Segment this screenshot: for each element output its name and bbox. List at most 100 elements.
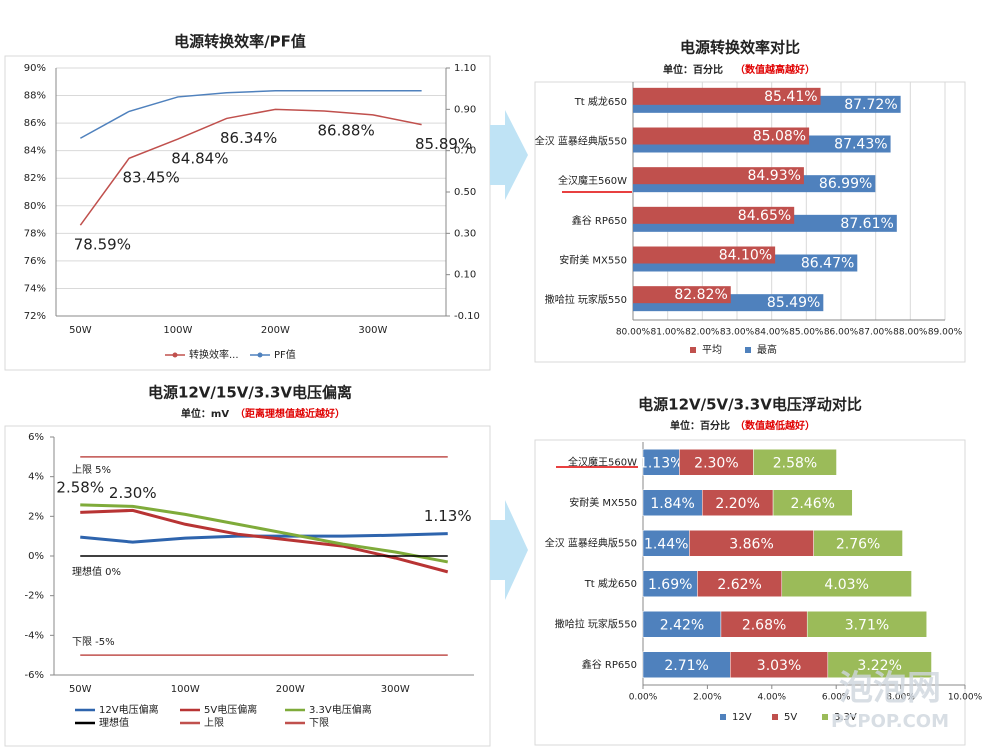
panel-frame [534,439,966,746]
legend-label: 平均 [702,344,722,356]
y-tick-label: 撒哈拉 玩家版550 [545,293,627,306]
data-label: 87.43% [834,137,887,153]
data-label: 84.10% [719,248,772,264]
data-label: 84.65% [738,208,791,224]
data-label: 2.58% [773,455,817,471]
y-tick-label: 72% [24,311,46,322]
y-tick-label: 4% [28,472,44,483]
legend-label: 3.3V [834,712,857,723]
data-label: 84.84% [171,150,228,168]
data-label: 4.03% [824,577,868,593]
x-tick-label: 84.00% [755,328,790,338]
data-label: 87.61% [840,216,893,232]
chart-note: （数值越高越好） [735,63,815,76]
bar [633,246,776,264]
data-label: 2.30% [109,484,157,502]
data-label: 2.20% [715,496,759,512]
y-tick-label: 0% [28,551,44,562]
y2-tick-label: 0.50 [454,187,476,198]
legend-swatch [690,347,696,353]
x-tick-label: 4.00% [758,693,787,703]
data-label: 3.03% [757,658,801,674]
y-tick-label: 86% [24,118,46,129]
data-label: 82.82% [674,287,727,303]
x-tick-label: 87.00% [859,328,894,338]
data-label: 86.47% [801,256,854,272]
y-tick-label: 6% [28,432,44,443]
data-label: 78.59% [74,236,131,254]
bar-segment [781,570,912,597]
bar-segment [642,530,690,557]
x-tick-label: 85.00% [789,328,824,338]
bar-segment [642,611,722,638]
y-tick-label: 78% [24,228,46,239]
x-tick-label: 81.00% [651,328,686,338]
chart-subtitle: 单位：百分比 [663,63,723,76]
chart-subtitle: 单位：百分比 [670,419,730,432]
y-tick-label: 撒哈拉 玩家版550 [555,617,637,630]
y2-tick-label: 0.90 [454,104,476,115]
y-tick-label: 2% [28,511,44,522]
y2-tick-label: -0.10 [454,311,480,322]
y-tick-label: 82% [24,173,46,184]
legend-label: PF值 [274,348,296,361]
chart-note: （距离理想值越近越好） [235,407,345,420]
x-tick-label: 50W [69,684,92,695]
data-label: 86.99% [819,176,872,192]
legend-marker [172,352,178,358]
legend-swatch [822,714,828,720]
data-label: 2.42% [660,617,704,633]
watermark-url: PCPOP.COM [831,711,949,732]
y2-tick-label: 0.70 [454,146,476,157]
y-tick-label: 84% [24,146,46,157]
legend-label: 5V [784,712,797,723]
chart-subtitle: 单位：mV [181,407,229,420]
x-tick-label: 86.00% [824,328,859,338]
data-label: 2.46% [790,496,834,512]
bar [633,167,804,185]
y-tick-label: 88% [24,91,46,102]
y-tick-label: 全汉 蓝暴经典版550 [535,135,627,148]
y2-tick-label: 0.10 [454,270,476,281]
data-label: 84.93% [748,168,801,184]
arrow [490,500,528,600]
bar-segment [813,530,903,557]
charts: 电源转换效率/PF值 72% 74% 76% 78% 80% 82% 84% 86% 88% 90%… [24,33,983,730]
y-tick-label: 90% [24,63,46,74]
y-tick-label: Tt 威龙650 [584,577,637,590]
legend-label: 最高 [757,343,777,356]
series-line [80,89,422,139]
legend-marker [257,352,263,358]
annotation: 上限 5% [72,464,111,476]
y-tick-label: -4% [25,630,44,641]
bar-segment [642,489,703,516]
legend-label: 上限 [204,717,224,729]
data-label: 1.84% [650,496,694,512]
watermark: 泡泡网 [839,669,941,709]
legend-label: 转换效率... [189,348,239,361]
x-tick-label: 200W [261,325,290,336]
data-label: 2.58% [56,478,104,496]
chart-title: 电源12V/5V/3.3V电压浮动对比 [638,396,862,414]
bar [633,127,810,145]
x-tick-label: 50W [69,325,92,336]
data-label: 2.62% [717,577,761,593]
x-tick-label: 88.00% [893,328,928,338]
annotation: 理想值 0% [72,565,121,578]
legend-label: 3.3V电压偏离 [309,703,372,716]
x-tick-label: 89.00% [928,328,963,338]
x-tick-label: 300W [358,325,387,336]
data-label: 86.34% [220,129,277,147]
series-line [79,108,422,226]
y-tick-label: 全汉魔王560W [558,174,627,187]
series-line [80,503,449,564]
data-label: 3.22% [857,658,901,674]
chart-title: 电源转换效率/PF值 [174,33,306,51]
panel-frame [4,55,491,371]
data-label: 1.13% [424,507,472,525]
legend-label: 下限 [309,717,329,729]
bar-segment [753,449,837,476]
chart-title: 电源12V/15V/3.3V电压偏离 [148,384,352,402]
x-tick-label: 2.00% [693,693,722,703]
bar-segment [720,611,808,638]
